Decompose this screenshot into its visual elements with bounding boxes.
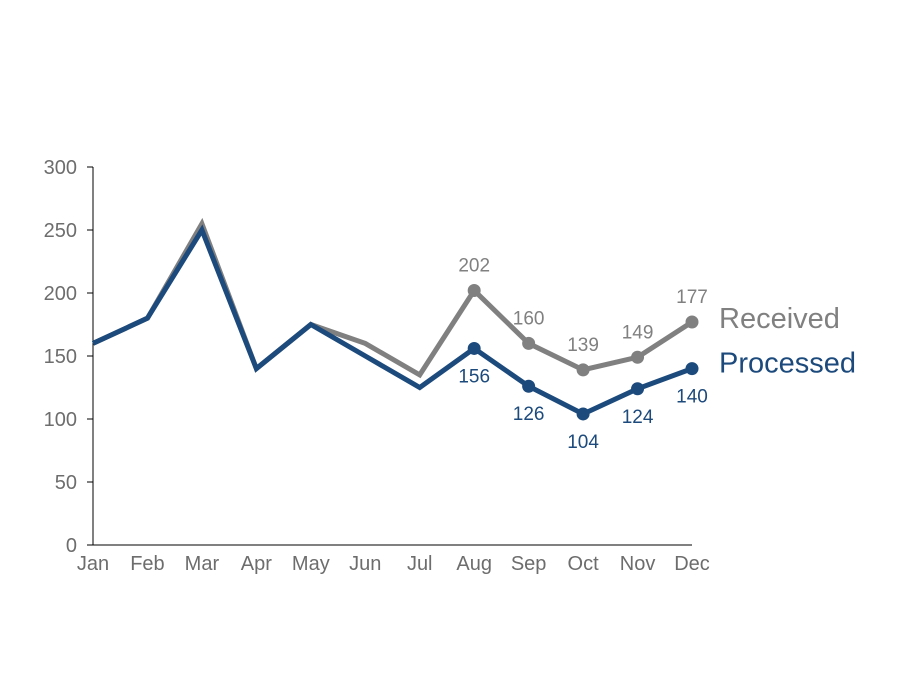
data-point-processed: [522, 379, 536, 393]
data-label-received: 177: [676, 287, 708, 308]
y-tick-label: 300: [44, 157, 77, 179]
data-point-received: [685, 315, 699, 329]
y-tick-label: 0: [66, 535, 77, 557]
series-line-processed: [91, 224, 693, 417]
y-tick-label: 100: [44, 409, 77, 431]
data-label-processed: 104: [567, 432, 599, 453]
series-line-received: [91, 217, 694, 379]
y-tick-label: 200: [44, 283, 77, 305]
data-label-processed: 126: [513, 404, 545, 425]
data-point-received: [467, 283, 481, 297]
x-tick-label: Apr: [241, 553, 272, 575]
legend-label-received: Received: [719, 303, 840, 335]
data-point-received: [576, 363, 590, 377]
data-point-processed: [631, 382, 645, 396]
data-label-processed: 140: [676, 387, 708, 408]
x-tick-label: Nov: [620, 553, 656, 575]
x-tick-label: Jun: [349, 553, 381, 575]
x-tick-label: Jan: [77, 553, 109, 575]
data-label-received: 149: [622, 322, 654, 343]
data-label-processed: 124: [622, 407, 654, 428]
data-label-received: 139: [567, 335, 599, 356]
x-tick-label: Dec: [674, 553, 710, 575]
data-label-processed: 156: [458, 366, 490, 387]
x-tick-label: Feb: [130, 553, 164, 575]
legend-label-processed: Processed: [719, 348, 856, 380]
data-point-processed: [467, 341, 481, 355]
x-tick-label: May: [292, 553, 330, 575]
data-point-received: [631, 350, 645, 364]
x-tick-label: Sep: [511, 553, 547, 575]
y-tick-label: 50: [55, 472, 77, 494]
y-tick-label: 150: [44, 346, 77, 368]
data-label-received: 160: [513, 308, 545, 329]
data-point-received: [522, 336, 536, 350]
data-point-processed: [685, 362, 699, 376]
x-tick-label: Oct: [568, 553, 600, 575]
y-tick-label: 250: [44, 220, 77, 242]
data-label-received: 202: [458, 255, 490, 276]
x-tick-label: Mar: [185, 553, 220, 575]
x-tick-label: Jul: [407, 553, 433, 575]
x-tick-label: Aug: [456, 553, 492, 575]
data-point-processed: [576, 407, 590, 421]
